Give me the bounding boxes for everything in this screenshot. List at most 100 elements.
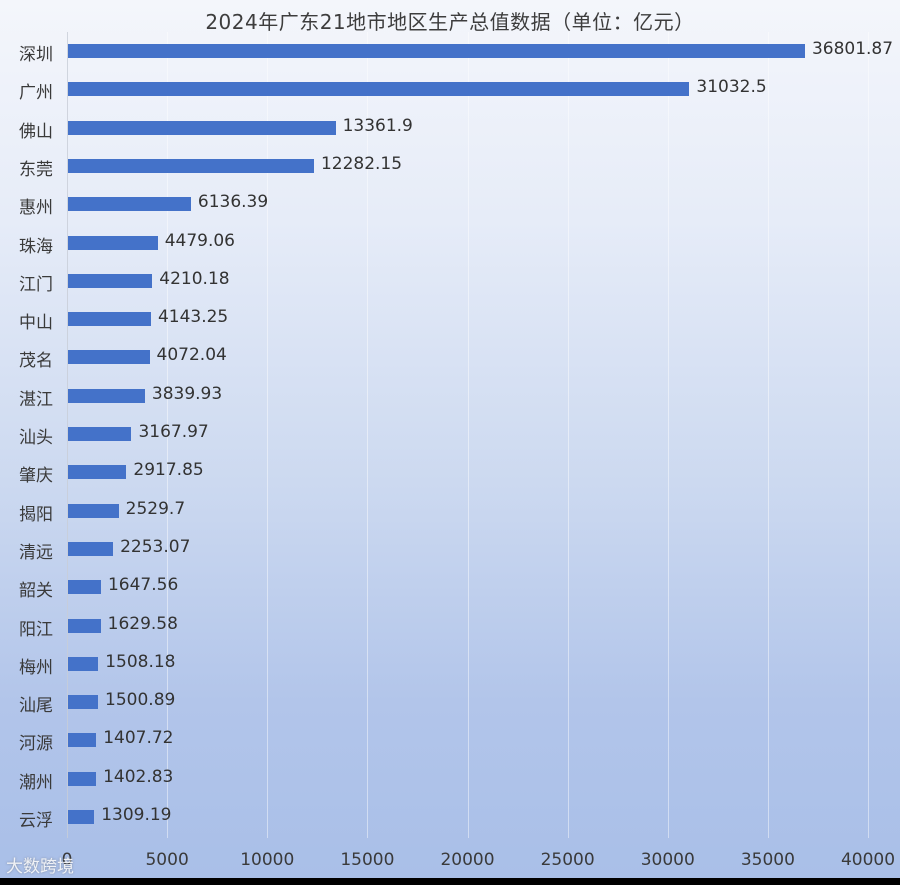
bar-row: 韶关 1647.56 (19, 568, 900, 606)
bar[interactable] (68, 235, 158, 250)
bar[interactable] (68, 158, 314, 173)
value-label: 1309.19 (101, 805, 172, 825)
value-label: 3839.93 (151, 383, 223, 404)
bar[interactable] (68, 656, 99, 671)
gridline (868, 32, 869, 838)
gridline (467, 32, 469, 838)
bar-row: 河源 1407.72 (19, 721, 900, 759)
bar[interactable] (68, 733, 97, 748)
category-label: 清远 (19, 542, 53, 563)
x-tick-label: 40000 (840, 850, 896, 870)
bar-row: 东莞 12282.15 (19, 147, 900, 185)
value-label: 12282.15 (320, 153, 403, 174)
bar[interactable] (68, 197, 191, 212)
bar[interactable] (68, 503, 119, 518)
value-label: 36801.87 (811, 39, 894, 59)
value-label: 2253.07 (120, 536, 191, 557)
bar[interactable] (68, 312, 151, 327)
value-label: 31032.5 (696, 77, 767, 98)
category-label: 广州 (19, 83, 53, 104)
gridline (367, 32, 369, 838)
gridline (567, 32, 569, 838)
bar-row: 潮州 1402.83 (19, 760, 900, 798)
x-tick-label: 10000 (240, 850, 295, 870)
bar-row: 云浮 1309.19 (19, 798, 900, 836)
bar[interactable] (68, 44, 805, 58)
value-label: 1407.72 (103, 728, 174, 749)
bar[interactable] (68, 388, 145, 403)
value-label: 4143.25 (157, 307, 229, 328)
category-label: 揭阳 (19, 504, 53, 525)
bar[interactable] (68, 120, 336, 135)
category-label: 中山 (19, 313, 53, 334)
bar-row: 广州 31032.5 (19, 70, 900, 108)
value-label: 1402.83 (103, 766, 174, 787)
chart-title: 2024年广东21地市地区生产总值数据（单位：亿元） (205, 10, 695, 34)
category-label: 肇庆 (19, 466, 53, 487)
category-label: 深圳 (19, 45, 53, 65)
bar[interactable] (68, 810, 95, 824)
bar[interactable] (68, 580, 101, 595)
bar-row: 清远 2253.07 (19, 530, 900, 568)
x-tick-label: 35000 (740, 850, 795, 870)
category-label: 河源 (19, 734, 53, 755)
y-axis-line (67, 32, 68, 838)
bar[interactable] (68, 695, 99, 710)
category-label: 惠州 (19, 198, 53, 219)
bar[interactable] (68, 618, 101, 633)
category-label: 汕头 (19, 428, 53, 448)
value-label: 6136.39 (197, 192, 269, 213)
gridline (667, 32, 669, 838)
gridline (267, 32, 269, 838)
bar-row: 深圳 36801.87 (19, 32, 900, 70)
category-label: 潮州 (19, 772, 53, 793)
value-label: 4479.06 (164, 230, 235, 251)
category-label: 韶关 (19, 581, 53, 602)
bar[interactable] (68, 541, 114, 556)
value-label: 4210.18 (159, 268, 230, 289)
category-label: 佛山 (19, 121, 53, 142)
bar-row: 珠海 4479.06 (19, 224, 900, 262)
category-label: 云浮 (19, 811, 53, 831)
category-label: 东莞 (19, 159, 53, 180)
bar[interactable] (68, 771, 97, 786)
bar-row: 汕头 3167.97 (19, 415, 900, 453)
bar-row: 揭阳 2529.7 (19, 492, 900, 530)
x-tick-label: 25000 (540, 850, 595, 870)
bar-row: 汕尾 1500.89 (19, 683, 900, 721)
x-tick-label: 15000 (340, 850, 395, 870)
value-label: 13361.9 (342, 115, 413, 136)
x-tick-label: 5000 (145, 850, 189, 870)
bar-row: 佛山 13361.9 (19, 109, 900, 147)
value-label: 1500.89 (105, 690, 176, 711)
bar[interactable] (68, 273, 153, 288)
category-label: 江门 (19, 274, 53, 295)
value-label: 1508.18 (105, 651, 176, 672)
category-label: 茂名 (19, 351, 53, 372)
plot-area: 0 5000 10000 15000 20000 25000 30000 35000 40000… (19, 32, 895, 870)
category-label: 珠海 (19, 236, 53, 257)
category-label: 湛江 (19, 389, 53, 410)
bar[interactable] (68, 465, 127, 480)
bar-row: 江门 4210.18 (19, 262, 900, 300)
watermark: 大数跨境 (6, 857, 74, 877)
bar-row: 梅州 1508.18 (19, 645, 900, 683)
bar-row: 惠州 6136.39 (19, 185, 900, 223)
value-label: 2917.85 (133, 460, 204, 481)
bar-row: 肇庆 2917.85 (19, 453, 900, 491)
x-tick-label: 20000 (440, 850, 495, 870)
x-tick-label: 30000 (640, 850, 695, 870)
gridline (167, 32, 169, 838)
bar[interactable] (68, 350, 150, 365)
category-label: 梅州 (19, 657, 53, 678)
bar[interactable] (68, 82, 690, 97)
bar-row: 茂名 4072.04 (19, 338, 900, 376)
bar-row: 中山 4143.25 (19, 300, 900, 338)
bar-row: 阳江 1629.58 (19, 607, 900, 645)
category-label: 阳江 (19, 619, 53, 640)
gridline (767, 32, 769, 838)
bar[interactable] (68, 427, 132, 441)
x-tick-label: 0 (61, 850, 73, 870)
value-label: 2529.7 (125, 498, 186, 519)
